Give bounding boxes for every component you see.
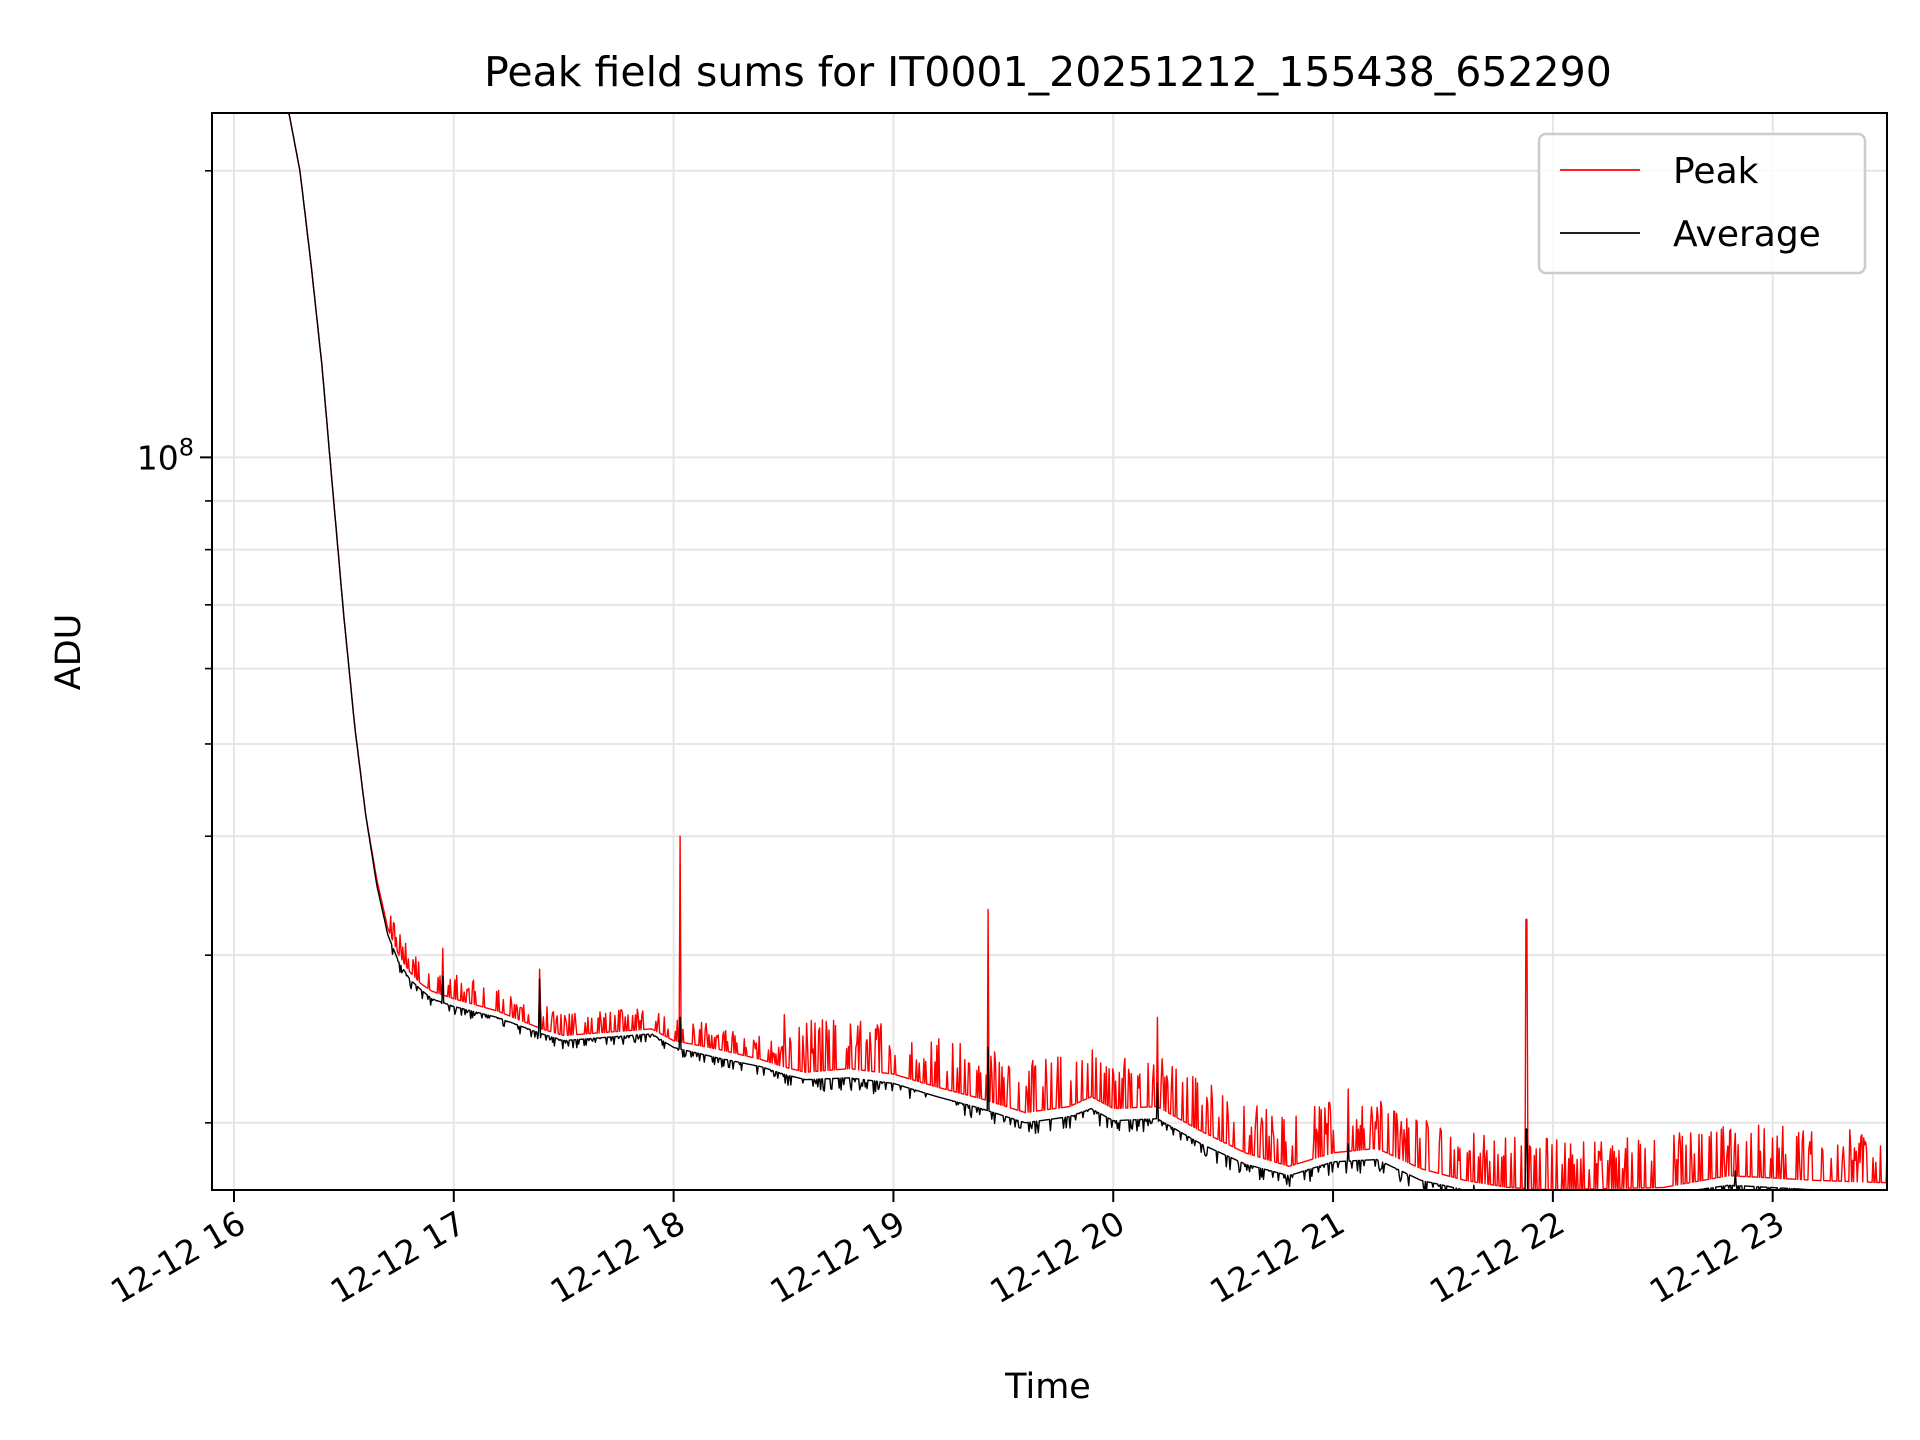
legend: Peak Average <box>1537 132 1867 275</box>
series-line-average <box>212 113 1838 1190</box>
legend-average-label: Average <box>1673 214 1821 255</box>
chart-title: Peak field sums for IT0001_20251212_1554… <box>484 48 1612 96</box>
y-axis-label: ADU <box>49 614 89 691</box>
legend-box <box>1537 132 1867 275</box>
plot-frame <box>211 112 1888 1191</box>
series-layer <box>212 113 1887 1190</box>
x-axis-label: Time <box>1004 1367 1091 1407</box>
y-tick-label: 108 <box>137 433 194 477</box>
plot-area <box>212 113 1887 1190</box>
legend-peak-label: Peak <box>1673 151 1759 192</box>
series-line-peak <box>212 113 1887 1190</box>
